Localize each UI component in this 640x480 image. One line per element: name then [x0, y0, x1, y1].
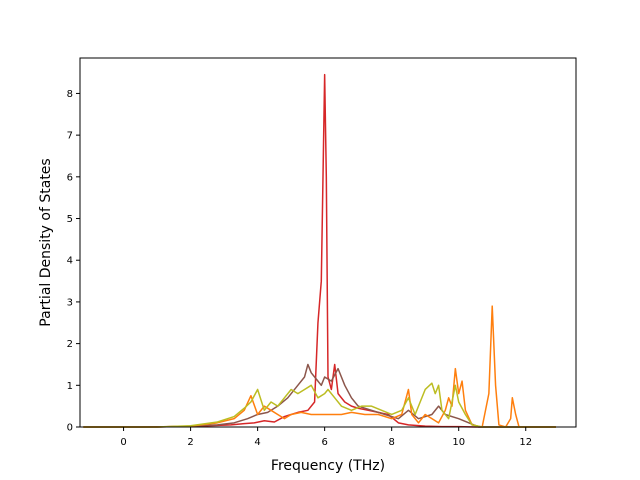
y-axis-label: Partial Density of States: [38, 158, 54, 326]
y-tick-label: 7: [67, 131, 73, 142]
x-axis-label: Frequency (THz): [271, 458, 385, 474]
x-tick-label: 2: [187, 437, 193, 448]
x-tick-label: 10: [452, 437, 465, 448]
x-tick-label: 6: [321, 437, 327, 448]
y-tick-label: 6: [67, 172, 73, 183]
x-axis: 0 2 4 6 8 10 12: [120, 427, 532, 448]
x-tick-label: 0: [120, 437, 126, 448]
y-tick-label: 5: [67, 214, 73, 225]
y-tick-label: 0: [67, 423, 73, 434]
series-layer: [83, 73, 556, 428]
plot-frame: [79, 57, 577, 428]
y-tick-label: 3: [67, 297, 73, 308]
series-line-2: [83, 363, 556, 428]
x-tick-label: 4: [254, 437, 260, 448]
y-tick-label: 2: [67, 339, 73, 350]
y-tick-label: 8: [67, 89, 73, 100]
x-tick-label: 8: [388, 437, 394, 448]
series-line-4: [83, 382, 556, 428]
y-axis: 0 1 2 3 4 5 6 7 8: [67, 89, 80, 434]
x-tick-label: 12: [519, 437, 532, 448]
y-tick-label: 1: [67, 381, 73, 392]
series-line-3: [83, 305, 556, 428]
series-line-1: [83, 73, 556, 428]
y-tick-label: 4: [67, 256, 73, 267]
